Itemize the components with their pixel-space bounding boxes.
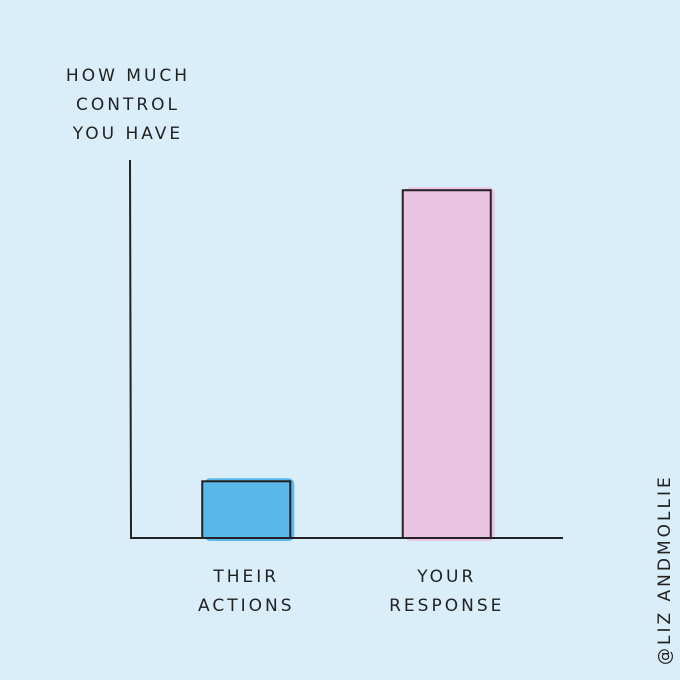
x-tick-label: THEIR ACTIONS: [198, 567, 295, 616]
y-axis-label: HOW MUCH CONTROL YOU HAVE: [65, 66, 191, 144]
y-axis: [129, 159, 132, 539]
bar: [201, 480, 292, 539]
credit: @LIZ ANDMOLLIE: [655, 474, 675, 665]
bar: [401, 189, 492, 540]
x-tick-label: YOUR RESPONSE: [389, 567, 505, 616]
